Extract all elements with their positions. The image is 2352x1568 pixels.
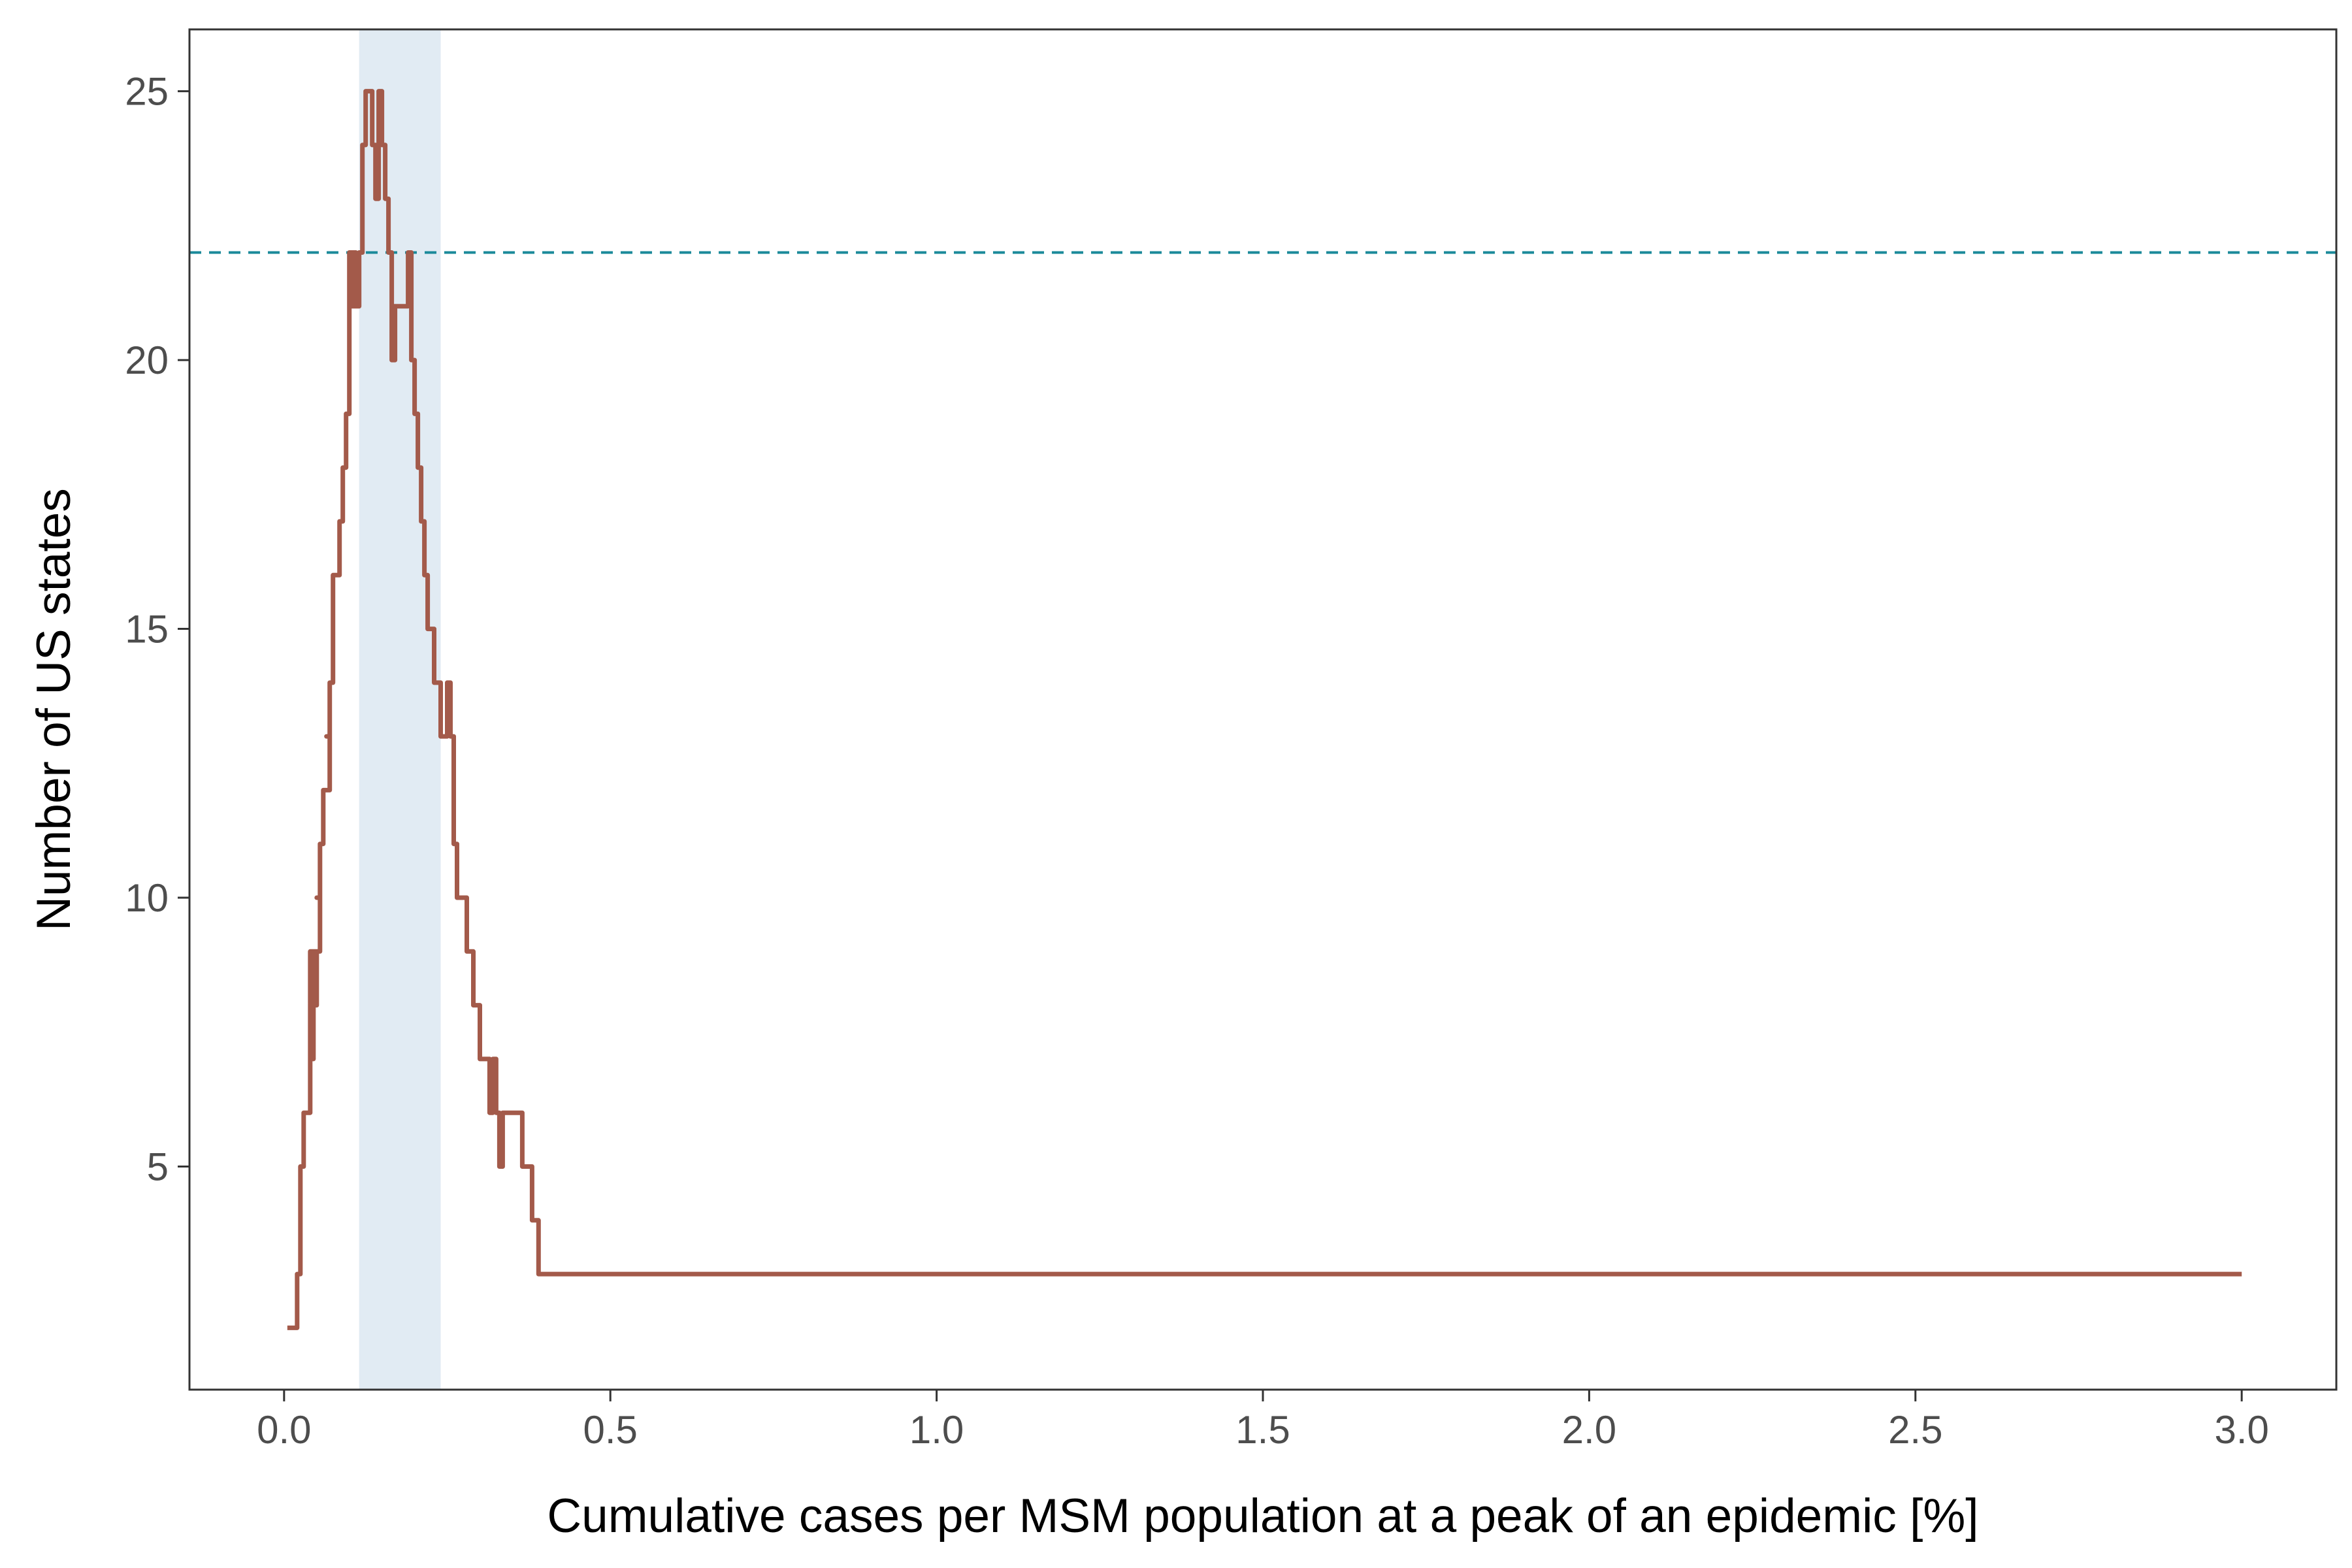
x-tick-label: 1.5 (1235, 1408, 1290, 1452)
highlight-band-layer (359, 29, 441, 1390)
x-axis: 0.0 0.5 1.0 1.5 2.0 2.5 3.0 (257, 1390, 2269, 1452)
y-axis-title: Number of US states (27, 488, 80, 931)
series-line-0 (287, 89, 2242, 1330)
x-tick-label: 1.0 (909, 1408, 964, 1452)
y-tick-label: 5 (147, 1145, 169, 1188)
plot-background (189, 29, 2336, 1390)
highlight-band (359, 29, 441, 1390)
x-tick-label: 3.0 (2214, 1408, 2268, 1452)
x-tick-label: 2.5 (1888, 1408, 1942, 1452)
x-tick-label: 2.0 (1562, 1408, 1616, 1452)
x-axis-title: Cumulative cases per MSM population at a… (547, 1490, 1978, 1543)
x-tick-label: 0.0 (257, 1408, 311, 1452)
y-tick-label: 20 (125, 338, 169, 382)
y-axis: 5 10 15 20 25 (125, 70, 189, 1188)
y-tick-label: 10 (125, 876, 169, 920)
y-tick-label: 15 (125, 608, 169, 651)
y-tick-label: 25 (125, 70, 169, 114)
x-tick-label: 0.5 (583, 1408, 638, 1452)
series-layer (287, 89, 2242, 1330)
